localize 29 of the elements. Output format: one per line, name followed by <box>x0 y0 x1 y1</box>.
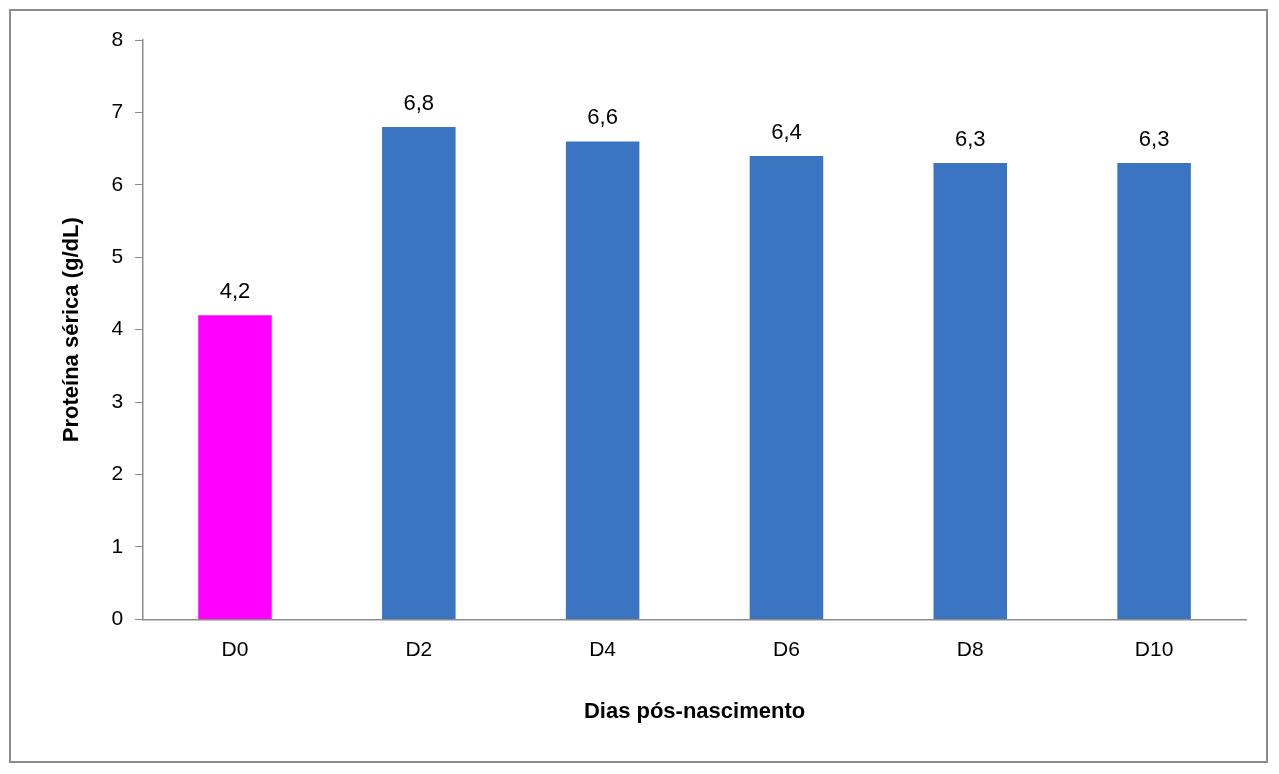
data-label: 6,3 <box>954 126 986 152</box>
data-label: 4,2 <box>219 278 251 304</box>
bar <box>1117 163 1191 619</box>
data-label: 6,3 <box>1138 126 1170 152</box>
bar <box>198 315 272 619</box>
bar <box>565 141 640 619</box>
data-label: 6,4 <box>771 118 802 144</box>
y-tick-label: 8 <box>111 26 124 50</box>
y-tick-label: 5 <box>111 244 124 268</box>
x-axis-title: Dias pós-nascimento <box>583 697 806 723</box>
y-tick-label: 6 <box>111 171 124 195</box>
data-label: 6,6 <box>587 104 618 130</box>
x-tick-label: D0 <box>221 636 249 660</box>
bar <box>382 126 456 619</box>
x-tick-label: D2 <box>405 636 433 660</box>
y-axis-title: Proteína sérica (g/dL) <box>58 217 84 443</box>
y-tick-label: 7 <box>111 99 124 123</box>
y-tick-label: 3 <box>111 388 124 412</box>
x-tick-label: D10 <box>1134 636 1174 660</box>
data-label: 6,8 <box>403 89 435 115</box>
y-tick-label: 2 <box>111 461 124 485</box>
x-tick-label: D6 <box>773 636 800 660</box>
bar <box>749 155 824 619</box>
y-tick-label: 4 <box>111 316 124 340</box>
x-tick-label: D8 <box>956 636 984 660</box>
x-tick-label: D4 <box>589 636 617 660</box>
y-tick-label: 0 <box>111 606 124 630</box>
y-tick-label: 1 <box>111 533 124 557</box>
bar <box>933 163 1008 619</box>
